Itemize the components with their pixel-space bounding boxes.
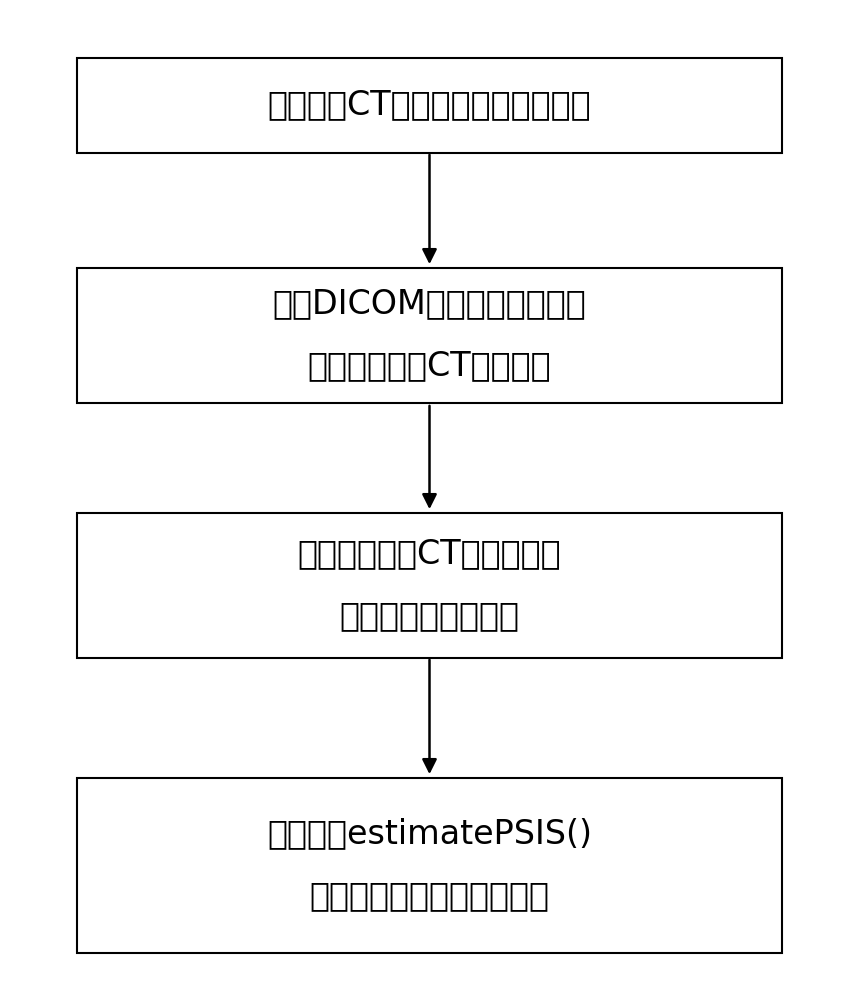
Bar (77, 57, 782, 152)
Text: 搜索并确定骨盆区域: 搜索并确定骨盆区域 (339, 599, 520, 633)
Text: 导入人体CT序列图像，进行预处理: 导入人体CT序列图像，进行预处理 (268, 89, 591, 121)
Text: 根据DICOM信息缩小搜索范围: 根据DICOM信息缩小搜索范围 (272, 287, 587, 320)
Bar (77, 513, 782, 658)
Text: 利用函数estimatePSIS(): 利用函数estimatePSIS() (267, 818, 592, 850)
Text: 检测并定位左、右骸后上棘: 检测并定位左、右骸后上棘 (309, 880, 550, 912)
Text: 至人体下半身CT序列图像: 至人体下半身CT序列图像 (308, 350, 551, 382)
Bar (77, 778, 782, 952)
Text: 在人体下半身CT序列图像中: 在人体下半身CT序列图像中 (298, 538, 561, 570)
Bar (77, 267, 782, 402)
